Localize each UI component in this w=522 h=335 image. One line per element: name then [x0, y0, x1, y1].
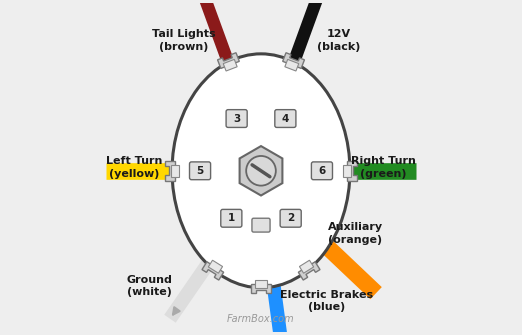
Polygon shape	[299, 262, 320, 280]
Polygon shape	[165, 161, 175, 181]
Text: Left Turn
(yellow): Left Turn (yellow)	[106, 156, 162, 179]
Polygon shape	[171, 165, 179, 177]
Text: Auxiliary
(orange): Auxiliary (orange)	[328, 222, 383, 245]
Text: 2: 2	[287, 213, 294, 223]
Polygon shape	[300, 260, 314, 273]
FancyBboxPatch shape	[221, 209, 242, 227]
Text: FarmBox.com: FarmBox.com	[227, 314, 295, 324]
Polygon shape	[255, 280, 267, 288]
Polygon shape	[285, 59, 299, 71]
FancyBboxPatch shape	[280, 209, 301, 227]
FancyBboxPatch shape	[189, 162, 210, 180]
Polygon shape	[218, 53, 239, 68]
Polygon shape	[251, 284, 271, 293]
Polygon shape	[240, 146, 282, 196]
Text: 1: 1	[228, 213, 235, 223]
Ellipse shape	[172, 54, 350, 288]
FancyBboxPatch shape	[275, 110, 296, 127]
Text: 6: 6	[318, 166, 326, 176]
Text: 3: 3	[233, 114, 240, 124]
Polygon shape	[283, 53, 304, 68]
Text: Ground
(white): Ground (white)	[126, 275, 172, 297]
Polygon shape	[343, 165, 351, 177]
Polygon shape	[223, 59, 237, 71]
FancyBboxPatch shape	[252, 218, 270, 232]
Text: Tail Lights
(brown): Tail Lights (brown)	[152, 29, 216, 52]
Circle shape	[246, 156, 276, 186]
Text: Right Turn
(green): Right Turn (green)	[351, 156, 416, 179]
FancyBboxPatch shape	[312, 162, 333, 180]
FancyBboxPatch shape	[226, 110, 247, 127]
Text: Electric Brakes
(blue): Electric Brakes (blue)	[280, 290, 373, 312]
Text: 5: 5	[196, 166, 204, 176]
Polygon shape	[208, 260, 222, 273]
Text: 12V
(black): 12V (black)	[317, 29, 360, 52]
Polygon shape	[347, 161, 357, 181]
Text: 4: 4	[282, 114, 289, 124]
Polygon shape	[202, 262, 223, 280]
